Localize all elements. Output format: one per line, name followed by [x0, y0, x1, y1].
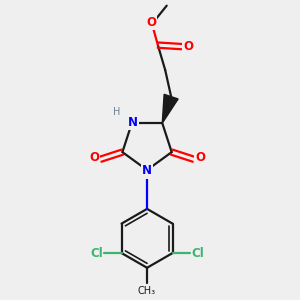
- Text: Cl: Cl: [191, 247, 204, 260]
- Text: CH₃: CH₃: [138, 286, 156, 296]
- Polygon shape: [162, 94, 178, 123]
- Text: N: N: [128, 116, 138, 129]
- Text: O: O: [183, 40, 193, 53]
- Text: O: O: [89, 151, 99, 164]
- Text: O: O: [146, 16, 156, 29]
- Text: H: H: [113, 107, 121, 117]
- Text: N: N: [142, 164, 152, 177]
- Text: Cl: Cl: [90, 247, 103, 260]
- Text: O: O: [195, 151, 205, 164]
